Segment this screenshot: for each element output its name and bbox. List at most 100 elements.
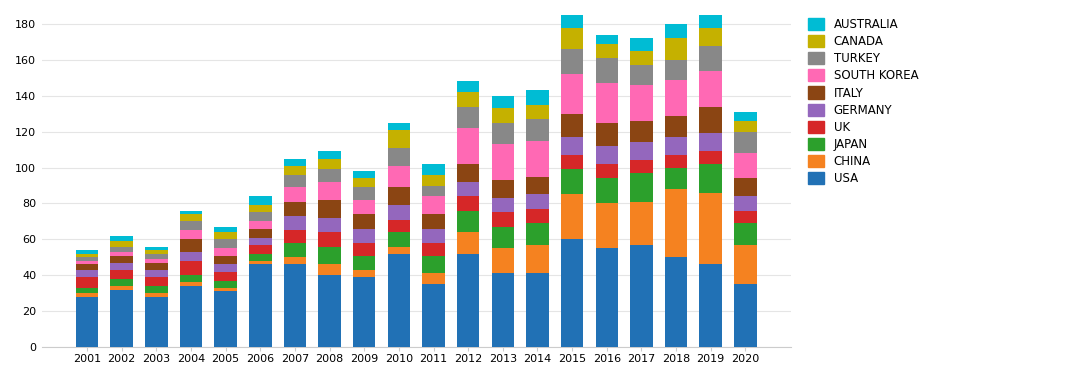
Bar xyxy=(284,265,306,347)
Bar xyxy=(215,255,237,265)
Bar xyxy=(319,182,340,200)
Bar xyxy=(111,252,133,255)
Bar xyxy=(353,200,375,214)
Bar xyxy=(249,213,271,221)
Bar xyxy=(145,254,168,259)
Bar xyxy=(145,297,168,347)
Bar xyxy=(699,152,722,164)
Bar xyxy=(180,252,203,261)
Bar xyxy=(734,132,757,153)
Bar xyxy=(560,49,583,74)
Bar xyxy=(560,194,583,240)
Bar xyxy=(595,58,618,83)
Bar xyxy=(526,245,549,274)
Bar xyxy=(215,248,237,255)
Bar xyxy=(734,112,757,121)
Bar xyxy=(388,148,410,166)
Bar xyxy=(423,229,444,243)
Bar xyxy=(249,261,271,265)
Bar xyxy=(284,216,306,230)
Bar xyxy=(388,219,410,232)
Bar xyxy=(491,227,514,248)
Bar xyxy=(526,223,549,245)
Bar xyxy=(180,240,203,252)
Bar xyxy=(249,245,271,254)
Bar xyxy=(249,238,271,245)
Bar xyxy=(630,65,653,85)
Bar xyxy=(145,247,168,250)
Bar xyxy=(111,236,133,241)
Bar xyxy=(456,211,479,232)
Bar xyxy=(249,221,271,229)
Bar xyxy=(734,223,757,245)
Bar xyxy=(664,189,687,257)
Bar xyxy=(284,257,306,265)
Bar xyxy=(76,257,99,261)
Bar xyxy=(456,164,479,182)
Bar xyxy=(734,196,757,211)
Bar xyxy=(423,164,444,175)
Bar xyxy=(249,205,271,213)
Bar xyxy=(388,232,410,247)
Bar xyxy=(215,240,237,248)
Bar xyxy=(145,293,168,297)
Bar xyxy=(630,143,653,160)
Bar xyxy=(699,106,722,133)
Bar xyxy=(560,169,583,194)
Bar xyxy=(734,179,757,196)
Bar xyxy=(664,155,687,168)
Bar xyxy=(595,83,618,123)
Bar xyxy=(180,211,203,214)
Bar xyxy=(388,166,410,187)
Bar xyxy=(180,214,203,221)
Bar xyxy=(249,254,271,261)
Bar xyxy=(76,297,99,347)
Bar xyxy=(630,51,653,65)
Bar xyxy=(353,277,375,347)
Bar xyxy=(353,179,375,187)
Bar xyxy=(249,265,271,347)
Bar xyxy=(111,263,133,270)
Bar xyxy=(491,198,514,213)
Bar xyxy=(388,130,410,148)
Bar xyxy=(595,204,618,248)
Bar xyxy=(699,193,722,265)
Bar xyxy=(145,263,168,270)
Bar xyxy=(491,96,514,108)
Bar xyxy=(423,175,444,185)
Bar xyxy=(456,232,479,254)
Bar xyxy=(734,284,757,347)
Bar xyxy=(145,270,168,277)
Bar xyxy=(560,74,583,114)
Bar xyxy=(560,155,583,169)
Bar xyxy=(284,230,306,243)
Bar xyxy=(353,243,375,255)
Bar xyxy=(388,205,410,219)
Bar xyxy=(664,257,687,347)
Bar xyxy=(526,209,549,223)
Bar xyxy=(215,280,237,288)
Bar xyxy=(734,121,757,132)
Bar xyxy=(526,105,549,119)
Bar xyxy=(423,284,444,347)
Bar xyxy=(595,164,618,179)
Bar xyxy=(76,261,99,265)
Bar xyxy=(319,275,340,347)
Bar xyxy=(664,80,687,116)
Bar xyxy=(111,290,133,347)
Bar xyxy=(630,173,653,202)
Bar xyxy=(319,218,340,232)
Bar xyxy=(284,187,306,202)
Bar xyxy=(76,270,99,277)
Bar xyxy=(145,259,168,263)
Bar xyxy=(595,179,618,204)
Bar xyxy=(491,108,514,123)
Bar xyxy=(526,177,549,194)
Bar xyxy=(699,133,722,152)
Bar xyxy=(630,38,653,51)
Bar xyxy=(664,24,687,38)
Bar xyxy=(491,180,514,198)
Bar xyxy=(215,291,237,347)
Bar xyxy=(595,248,618,347)
Bar xyxy=(353,270,375,277)
